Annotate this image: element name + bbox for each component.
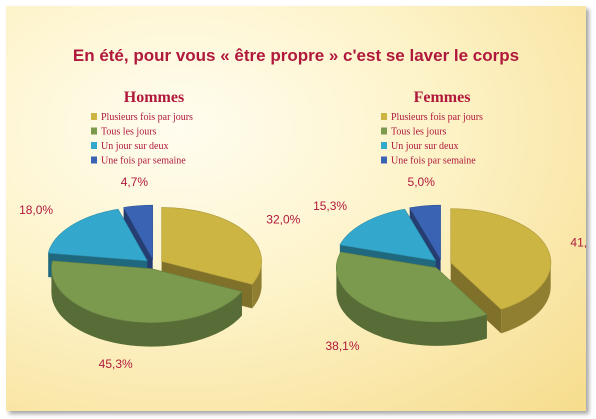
pie-slice (51, 260, 243, 323)
legend-swatch (91, 142, 97, 149)
legend-entry: Un jour sur deux (101, 141, 169, 152)
legend-entry: Plusieurs fois par jours (101, 112, 193, 123)
legend-swatch (381, 127, 387, 135)
pie-slice (336, 251, 488, 323)
legend-entry: Plusieurs fois par jours (391, 112, 483, 123)
legend-swatch (381, 156, 387, 164)
data-labels: 41,6% 38,1% 15,3% 5,0% (313, 175, 586, 353)
data-label: 41,6% (570, 235, 586, 249)
pie-charts: Hommes Plusieurs fois par jours Tous les j… (19, 89, 586, 371)
legend-swatch (91, 113, 97, 120)
legend-entry: Tous les jours (391, 127, 447, 138)
data-label: 38,1% (325, 339, 359, 353)
pie-slice (47, 208, 148, 262)
pie-tops (336, 204, 552, 323)
legend: Plusieurs fois par jours Tous les jours Un… (91, 112, 193, 167)
data-label: 5,0% (408, 175, 436, 189)
data-label: 18,0% (19, 203, 53, 217)
chart-main-title: En été, pour vous « être propre » c'est … (72, 46, 520, 65)
pie-tops (47, 204, 262, 323)
pie-chart-1: Femmes Plusieurs fois par jours Tous les j… (313, 89, 586, 353)
data-label: 4,7% (121, 175, 149, 189)
pie-slice (339, 208, 437, 262)
pie-slice-side (501, 262, 551, 334)
legend-swatch (381, 142, 387, 149)
legend: Plusieurs fois par jours Tous les jours Un… (381, 112, 483, 167)
chart-title: Femmes (414, 89, 471, 106)
pie-slice-wall (450, 262, 502, 334)
legend-entry: Tous les jours (101, 127, 157, 138)
legend-entry: Une fois par semaine (101, 156, 186, 167)
pie-slice-side (336, 267, 487, 346)
legend-entry: Un jour sur deux (391, 141, 459, 152)
data-label: 32,0% (266, 213, 300, 227)
legend-entry: Une fois par semaine (391, 156, 476, 167)
pie-chart-0: Hommes Plusieurs fois par jours Tous les j… (19, 89, 301, 371)
legend-swatch (91, 127, 97, 135)
pie-slice-side (51, 268, 242, 347)
chart-title: Hommes (124, 89, 184, 106)
pie-slice (123, 204, 153, 261)
data-labels: 32,0% 45,3% 18,0% 4,7% (19, 175, 301, 371)
legend-swatch (381, 113, 387, 120)
data-label: 15,3% (313, 199, 347, 213)
pie-slice (450, 208, 552, 310)
pie-slice (161, 207, 262, 285)
data-label: 45,3% (99, 357, 133, 371)
legend-swatch (91, 156, 97, 164)
chart-slide: En été, pour vous « être propre » c'est … (6, 6, 586, 411)
pie-slice (409, 204, 441, 261)
